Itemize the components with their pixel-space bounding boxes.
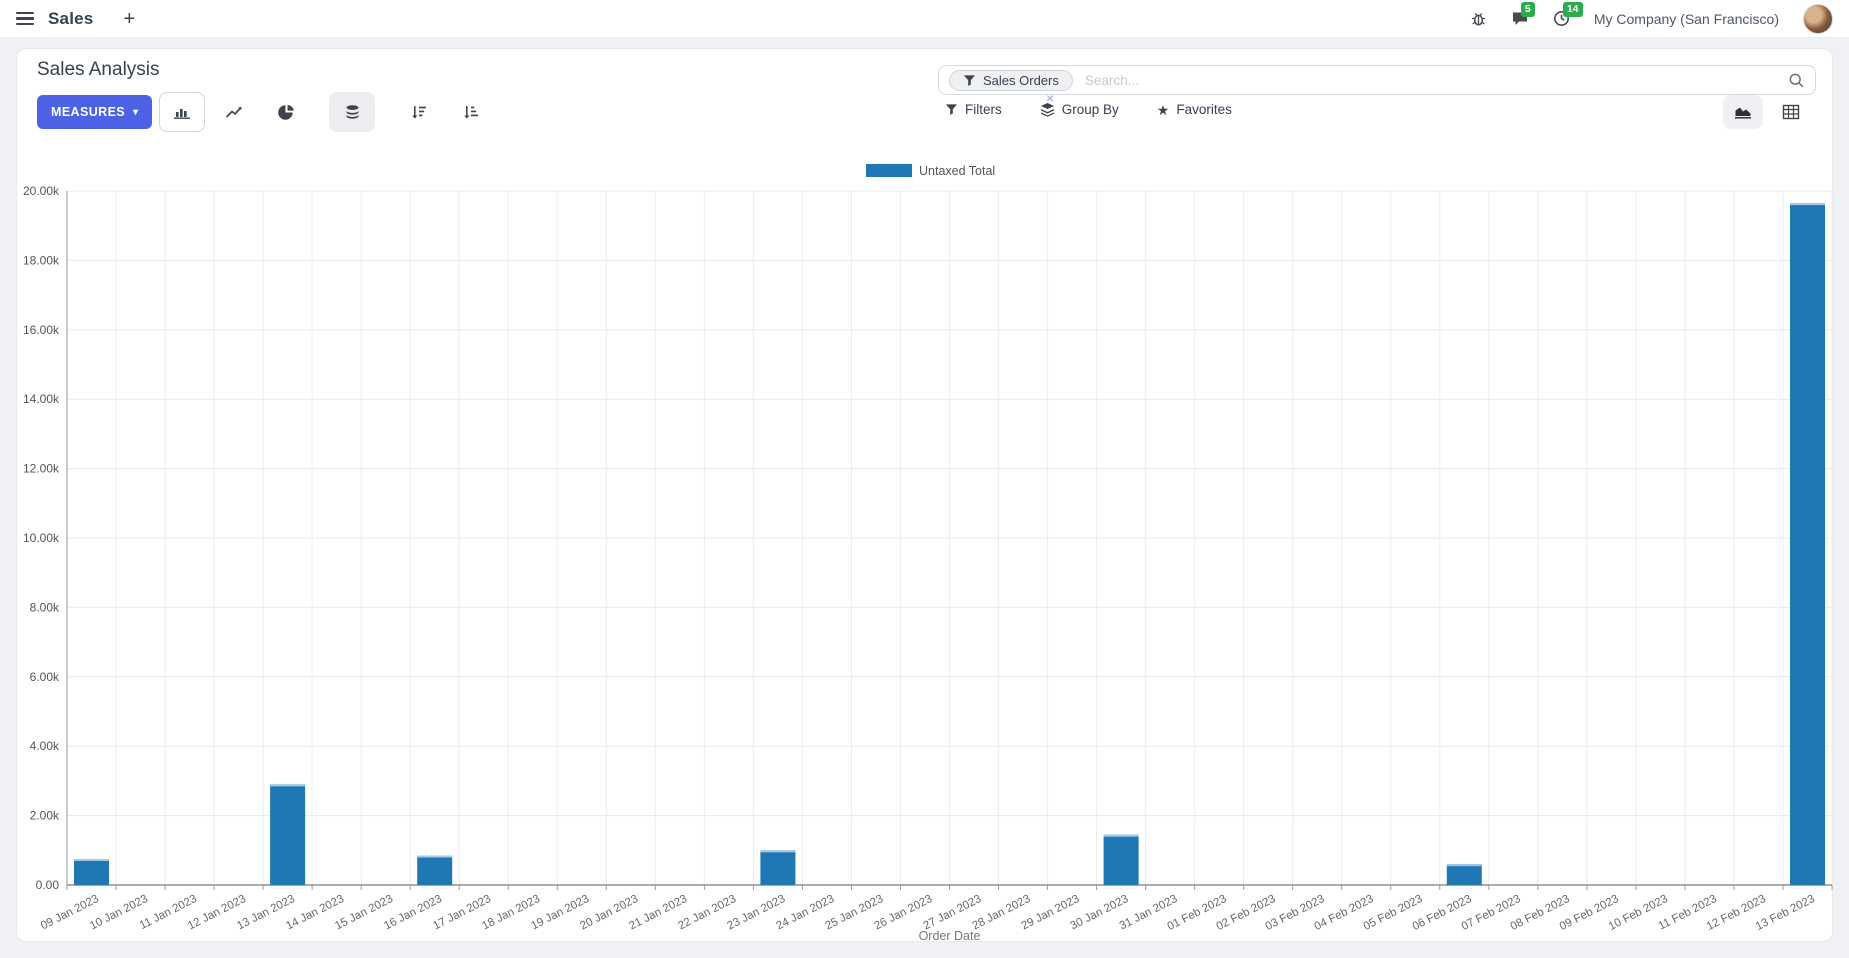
- content-card: Sales Analysis MEASURES ▾: [16, 48, 1834, 943]
- pie-chart-icon: [277, 104, 294, 120]
- debug-bug-button[interactable]: [1470, 10, 1487, 27]
- facet-label: Sales Orders: [983, 72, 1059, 88]
- top-nav-bar: Sales + 5 14 My Company (San Francisco): [0, 0, 1849, 38]
- measures-label: MEASURES: [51, 105, 126, 119]
- y-tick-label: 2.00k: [30, 809, 60, 823]
- legend-swatch: [866, 164, 912, 177]
- sort-descending-icon: [411, 105, 426, 118]
- layers-icon: [1040, 102, 1054, 117]
- legend-label[interactable]: Untaxed Total: [919, 164, 995, 178]
- group-by-label: Group By: [1061, 102, 1119, 117]
- chevron-down-icon: ▾: [133, 106, 139, 118]
- y-tick-label: 0.00: [36, 878, 60, 892]
- y-tick-label: 10.00k: [23, 531, 60, 545]
- bar-top-border: [1446, 864, 1482, 867]
- y-tick-label: 18.00k: [23, 253, 60, 267]
- search-bar[interactable]: Sales Orders: [938, 65, 1816, 95]
- sort-descending-button[interactable]: [395, 92, 441, 132]
- sales-analysis-chart[interactable]: 0.00 2.00k 4.00k 6.00k 8.00k 10.00k 12.00k 14.0…: [17, 149, 1834, 943]
- y-tick-label: 20.00k: [23, 184, 60, 198]
- bar-chart-icon: [174, 109, 190, 119]
- activities-badge: 14: [1562, 2, 1583, 17]
- filters-label: Filters: [965, 102, 1002, 117]
- x-axis-title: Order Date: [919, 929, 981, 943]
- y-tick-label: 8.00k: [30, 600, 60, 614]
- y-tick-label: 4.00k: [30, 739, 60, 753]
- search-options-row: Filters Group By ★ Favorites: [945, 102, 1232, 117]
- sort-ascending-button[interactable]: [447, 92, 493, 132]
- y-tick-label: 16.00k: [23, 323, 60, 337]
- y-tick-label: 14.00k: [23, 392, 60, 406]
- page-title: Sales Analysis: [37, 59, 160, 80]
- bar-09-Jan-2023[interactable]: [74, 858, 110, 885]
- search-input[interactable]: [1082, 71, 1788, 89]
- bar-top-border: [1789, 203, 1825, 206]
- area-chart-icon: [1735, 107, 1751, 119]
- messages-badge: 5: [1520, 2, 1535, 17]
- bar-13-Jan-2023[interactable]: [270, 784, 306, 885]
- app-name[interactable]: Sales: [48, 8, 94, 28]
- favorites-button[interactable]: ★ Favorites: [1157, 102, 1232, 117]
- user-avatar[interactable]: [1803, 3, 1833, 34]
- pivot-view-button[interactable]: [1771, 95, 1811, 129]
- facet-remove-button[interactable]: ×: [1046, 90, 1055, 106]
- search-icon[interactable]: [1788, 72, 1805, 89]
- chart-type-toolbar: [159, 92, 493, 132]
- bar-top-border: [1103, 834, 1139, 837]
- bar-23-Jan-2023[interactable]: [760, 850, 796, 885]
- bar-13-Feb-2023[interactable]: [1789, 203, 1825, 885]
- clock-icon: [1553, 11, 1569, 26]
- pivot-grid-icon: [1782, 104, 1800, 120]
- bar-top-border: [417, 855, 453, 858]
- bar-16-Jan-2023[interactable]: [417, 855, 453, 885]
- stacked-toggle-button[interactable]: [329, 92, 375, 132]
- filters-button[interactable]: Filters: [945, 102, 1002, 117]
- y-tick-label: 6.00k: [30, 670, 60, 684]
- view-switcher: [1723, 95, 1811, 129]
- line-chart-icon: [225, 106, 242, 118]
- stacked-icon: [346, 104, 358, 119]
- bar-top-border: [760, 850, 796, 853]
- funnel-icon: [945, 104, 958, 115]
- bar-30-Jan-2023[interactable]: [1103, 834, 1139, 885]
- graph-view-button[interactable]: [1723, 95, 1763, 129]
- funnel-icon: [963, 74, 976, 86]
- sort-ascending-icon: [463, 105, 478, 118]
- line-chart-button[interactable]: [211, 92, 257, 132]
- bar-chart-button[interactable]: [159, 92, 205, 132]
- new-tab-button[interactable]: +: [123, 7, 136, 30]
- hamburger-menu-icon[interactable]: [16, 11, 34, 26]
- bar-06-Feb-2023[interactable]: [1446, 864, 1482, 885]
- measures-button[interactable]: MEASURES ▾: [37, 95, 153, 129]
- star-icon: ★: [1156, 101, 1170, 118]
- search-facet-sales-orders[interactable]: Sales Orders: [949, 69, 1073, 91]
- pie-chart-button[interactable]: [263, 92, 309, 132]
- activities-button[interactable]: 14: [1553, 2, 1583, 27]
- company-name[interactable]: My Company (San Francisco): [1593, 10, 1779, 27]
- favorites-label: Favorites: [1176, 102, 1232, 117]
- bug-icon: [1471, 13, 1485, 26]
- group-by-button[interactable]: Group By: [1040, 102, 1119, 117]
- messages-button[interactable]: 5: [1511, 2, 1535, 27]
- y-tick-label: 12.00k: [23, 462, 60, 476]
- bar-top-border: [74, 858, 110, 861]
- bar-top-border: [270, 784, 306, 787]
